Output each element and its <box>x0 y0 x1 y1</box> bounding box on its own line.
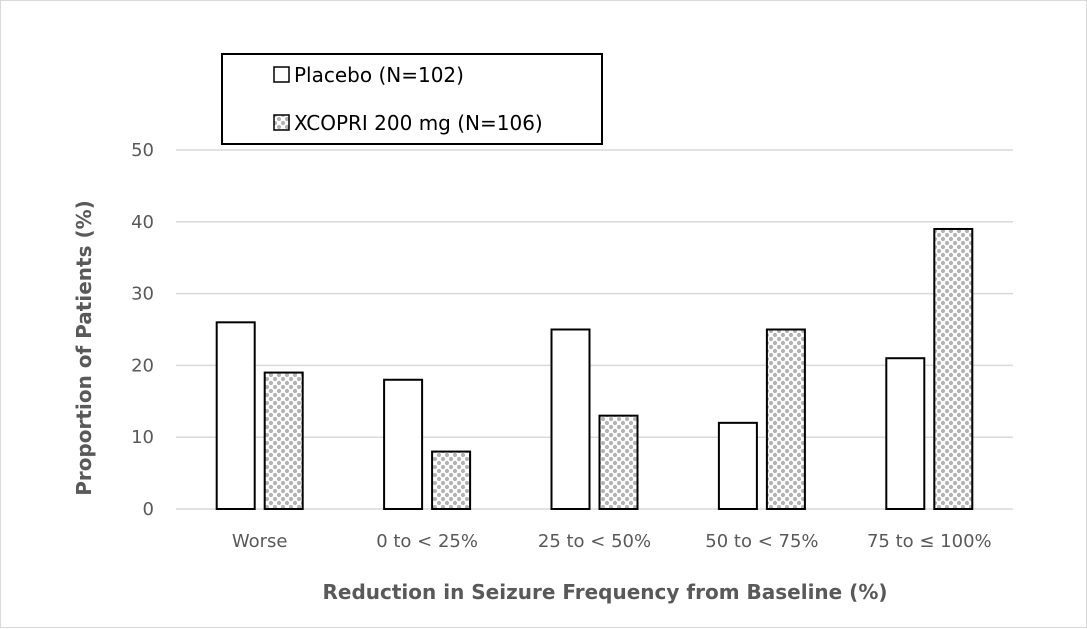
x-axis-title: Reduction in Seizure Frequency from Base… <box>322 580 887 604</box>
bars <box>215 227 974 511</box>
bar-xcopri-worse <box>263 371 304 510</box>
bar-placebo-75-to-100 <box>885 357 926 510</box>
bar-xcopri-25-to-50 <box>598 414 639 510</box>
y-tick-label-10: 10 <box>131 427 154 448</box>
legend-label-xcopri: XCOPRI 200 mg (N=106) <box>294 111 543 135</box>
gridlines <box>176 149 1013 510</box>
legend-swatch-xcopri <box>273 114 290 131</box>
x-tick-label-worse: Worse <box>232 531 288 552</box>
legend-label-placebo: Placebo (N=102) <box>294 63 464 87</box>
bar-placebo-50-to-75 <box>717 421 758 510</box>
y-tick-label-40: 40 <box>131 212 154 233</box>
y-tick-label-30: 30 <box>131 284 154 305</box>
bar-placebo-25-to-50 <box>550 328 591 510</box>
x-tick-label-25-to-50: 25 to < 50% <box>538 531 651 552</box>
x-tick-label-75-to-100: 75 to ≤ 100% <box>867 531 992 552</box>
x-tick-label-50-to-75: 50 to < 75% <box>705 531 818 552</box>
x-tick-label-0-to-25: 0 to < 25% <box>376 531 478 552</box>
bar-placebo-worse <box>215 321 256 510</box>
bar-placebo-0-to-25 <box>383 378 424 511</box>
legend: Placebo (N=102) XCOPRI 200 mg (N=106) <box>221 53 603 145</box>
y-tick-label-0: 0 <box>143 499 154 520</box>
y-axis-title: Proportion of Patients (%) <box>72 200 96 496</box>
x-tick-labels: Worse 0 to < 25% 25 to < 50% 50 to < 75% 75 … <box>232 531 992 552</box>
bar-xcopri-50-to-75 <box>765 328 806 510</box>
bar-xcopri-75-to-100 <box>933 227 974 510</box>
legend-swatch-placebo <box>273 66 290 83</box>
y-tick-label-20: 20 <box>131 355 154 376</box>
bar-xcopri-0-to-25 <box>431 450 472 510</box>
y-tick-labels: 0 10 20 30 40 50 <box>131 140 154 520</box>
y-tick-label-50: 50 <box>131 140 154 161</box>
